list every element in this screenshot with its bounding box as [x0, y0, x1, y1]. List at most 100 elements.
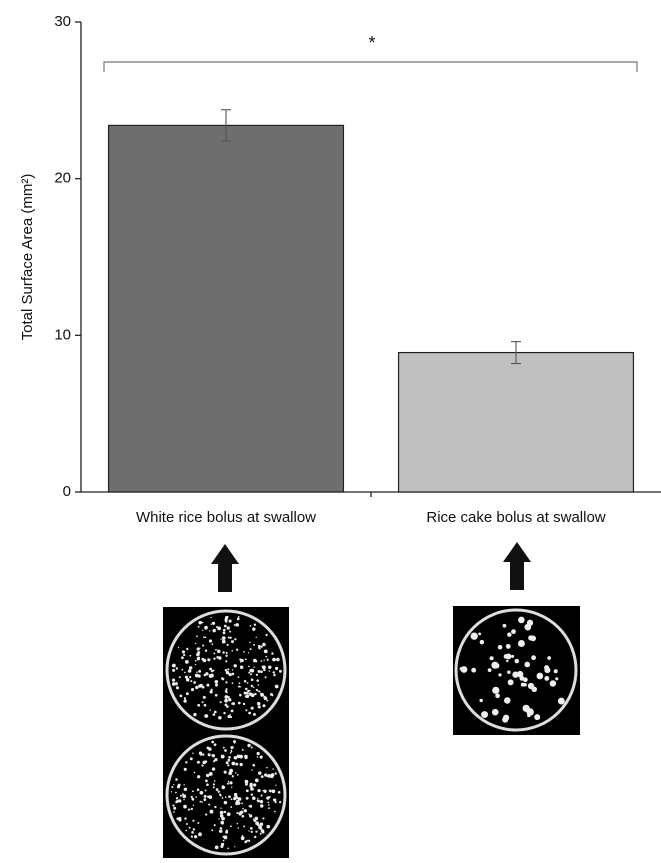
particle: [210, 617, 212, 619]
particle: [244, 782, 248, 786]
particle: [223, 800, 228, 805]
particle: [188, 826, 191, 829]
particle: [173, 811, 175, 813]
particle: [204, 714, 209, 718]
particle: [205, 813, 208, 816]
particle: [274, 810, 276, 813]
particle: [208, 772, 213, 776]
particle: [239, 665, 244, 669]
particle: [208, 803, 211, 806]
particle: [249, 784, 253, 788]
particle: [236, 811, 239, 815]
particle: [517, 640, 525, 648]
particle: [255, 636, 257, 638]
particle: [236, 773, 239, 776]
particle: [507, 679, 514, 686]
particle: [225, 654, 228, 657]
particle: [252, 763, 256, 767]
particle: [250, 678, 254, 682]
particle: [196, 760, 200, 764]
particle: [237, 676, 240, 679]
particle: [245, 709, 248, 712]
particle: [213, 657, 216, 660]
particle: [531, 686, 538, 693]
particle: [201, 753, 205, 756]
particle: [195, 796, 198, 798]
particle: [226, 626, 230, 630]
particle: [173, 784, 175, 786]
particle: [506, 659, 509, 663]
particle: [228, 698, 232, 702]
particle: [204, 636, 207, 639]
particle: [198, 832, 202, 837]
particle: [219, 813, 224, 818]
particle: [229, 630, 232, 633]
particle: [237, 615, 240, 618]
particle: [267, 801, 270, 804]
particle: [237, 685, 241, 688]
particle: [214, 683, 219, 687]
particle: [181, 656, 184, 660]
particle: [238, 812, 242, 816]
particle: [192, 819, 195, 822]
particle: [212, 783, 216, 786]
particle: [274, 684, 279, 689]
particle: [178, 817, 181, 819]
particle: [227, 696, 230, 699]
particle: [184, 817, 187, 820]
particle: [225, 761, 229, 765]
particle: [214, 805, 217, 809]
particle: [222, 835, 225, 838]
particle: [194, 642, 197, 645]
particle: [205, 672, 209, 676]
particle: [225, 616, 229, 620]
particle: [206, 746, 210, 750]
particle: [248, 830, 250, 832]
particle: [189, 757, 193, 761]
particle: [252, 686, 255, 689]
particle: [198, 751, 203, 755]
significance-label: *: [368, 33, 375, 53]
particle: [249, 648, 252, 651]
particle: [178, 676, 181, 679]
particle: [524, 661, 531, 668]
particle: [249, 804, 253, 808]
particle: [202, 629, 204, 631]
y-tick-label: 0: [63, 483, 71, 500]
particle: [519, 675, 525, 681]
particle: [183, 697, 187, 700]
particle: [233, 755, 238, 760]
particle: [227, 668, 230, 671]
particle: [185, 761, 188, 764]
particle: [219, 794, 222, 797]
particle: [223, 712, 226, 715]
particle: [273, 798, 277, 802]
particle: [213, 652, 216, 655]
particle: [244, 695, 247, 698]
y-tick-label: 10: [54, 326, 71, 343]
error-bar: [221, 109, 231, 142]
particle: [250, 787, 254, 791]
particle: [232, 746, 234, 748]
particle: [259, 822, 264, 826]
particle: [237, 827, 240, 829]
particle: [269, 666, 272, 669]
particle: [249, 625, 252, 627]
particle: [224, 689, 228, 693]
particle: [258, 771, 262, 775]
particle: [274, 772, 277, 775]
particle: [250, 706, 254, 710]
particle: [518, 616, 525, 624]
particle: [235, 762, 239, 766]
particle: [225, 670, 230, 675]
particle: [261, 665, 266, 670]
particle: [178, 799, 182, 803]
particle: [237, 797, 242, 801]
particle: [221, 785, 225, 788]
particle: [205, 779, 208, 783]
particle: [211, 621, 216, 625]
particle: [228, 771, 233, 776]
particle: [214, 845, 219, 850]
particle: [254, 778, 259, 783]
